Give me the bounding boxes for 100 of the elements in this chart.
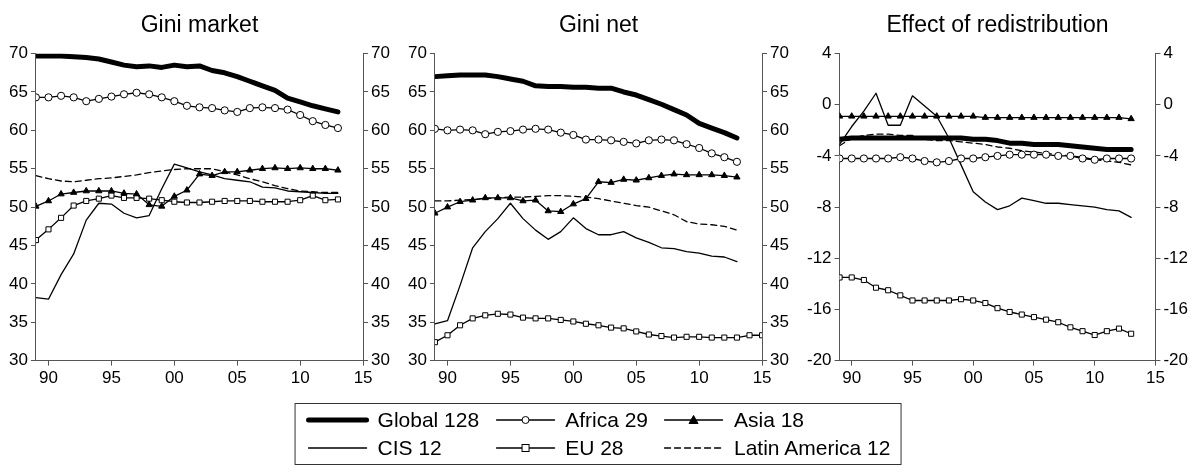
chart-title: Gini market [140, 11, 259, 38]
y2-tick-label: 50 [371, 196, 391, 216]
point [708, 170, 716, 178]
point [993, 113, 1002, 120]
point [1090, 155, 1099, 164]
point [494, 310, 501, 317]
point [468, 126, 477, 135]
point [908, 154, 917, 163]
point [283, 105, 292, 114]
y2-tick-label: -20 [1163, 350, 1189, 370]
point [594, 135, 603, 144]
y2-tick-label: 40 [371, 273, 391, 293]
point [633, 328, 640, 335]
point [270, 103, 280, 113]
point [82, 97, 91, 106]
point [83, 197, 90, 205]
x-tick-label: 05 [1024, 368, 1044, 388]
legend-label: CIS 12 [377, 435, 442, 461]
point [444, 332, 451, 339]
point [246, 197, 253, 205]
chart-title: Gini net [558, 11, 639, 38]
y-tick-label: 40 [407, 273, 427, 293]
point [208, 171, 216, 178]
point [608, 324, 615, 331]
y-tick-label: 50 [8, 196, 28, 216]
point [146, 195, 153, 202]
point [234, 197, 241, 205]
point [1029, 150, 1039, 159]
y2-tick-label: -12 [1163, 247, 1189, 267]
y-tick-label: 55 [8, 158, 28, 178]
point [469, 196, 477, 203]
point [308, 117, 317, 126]
legend-label: EU 28 [565, 435, 624, 461]
point [848, 112, 856, 119]
y2-tick-label: 30 [371, 350, 391, 370]
y-tick-label: 60 [407, 120, 427, 140]
point [1102, 154, 1111, 163]
point [1041, 150, 1051, 159]
point [720, 153, 729, 162]
point [1018, 311, 1025, 318]
point [645, 331, 652, 338]
point [297, 197, 304, 204]
point [170, 97, 179, 106]
point [1030, 314, 1037, 321]
point [569, 130, 578, 140]
y-tick-label: 70 [8, 43, 28, 63]
point [1006, 308, 1013, 316]
y-tick-label: 45 [8, 235, 28, 255]
point [982, 299, 989, 307]
point [207, 103, 217, 113]
y-tick-label: 4 [822, 43, 832, 63]
point [958, 296, 965, 303]
point [145, 200, 153, 208]
y-tick-label: -8 [816, 196, 832, 216]
point [196, 199, 203, 206]
point [581, 135, 591, 144]
point [1054, 151, 1063, 161]
point [506, 127, 515, 136]
point [69, 93, 78, 102]
point [481, 130, 490, 139]
point [670, 170, 678, 177]
x-tick-label: 90 [438, 368, 457, 388]
point [1067, 324, 1074, 331]
point [132, 189, 141, 197]
point [956, 154, 966, 163]
point [334, 196, 341, 203]
point [658, 332, 665, 340]
point [1091, 331, 1098, 339]
y2-tick-label: -4 [1163, 145, 1179, 165]
point [860, 112, 868, 119]
x-tick-label: 00 [963, 368, 983, 388]
point [182, 101, 192, 110]
point [443, 126, 452, 135]
point [683, 333, 690, 340]
point [733, 173, 741, 180]
point [945, 297, 952, 304]
x-tick-label: 10 [689, 368, 709, 388]
point [871, 154, 881, 163]
point [120, 189, 128, 196]
point [945, 112, 953, 119]
point [896, 112, 904, 119]
point [696, 333, 703, 340]
legend-label: Africa 29 [565, 407, 649, 433]
point [682, 140, 691, 149]
chart-title: Effect of redistribution [886, 11, 1109, 38]
point [557, 316, 564, 323]
point [158, 197, 165, 204]
y2-tick-label: 60 [770, 120, 790, 140]
y2-tick-label: 40 [770, 273, 790, 293]
point [557, 207, 565, 215]
y2-tick-label: 70 [371, 43, 391, 63]
point [309, 192, 316, 199]
y-tick-label: 60 [8, 120, 28, 140]
point [644, 136, 653, 145]
point [258, 103, 267, 112]
point [518, 125, 528, 134]
point [909, 297, 916, 304]
point [443, 203, 452, 210]
x-tick-label: 95 [903, 368, 922, 388]
point [246, 166, 254, 173]
